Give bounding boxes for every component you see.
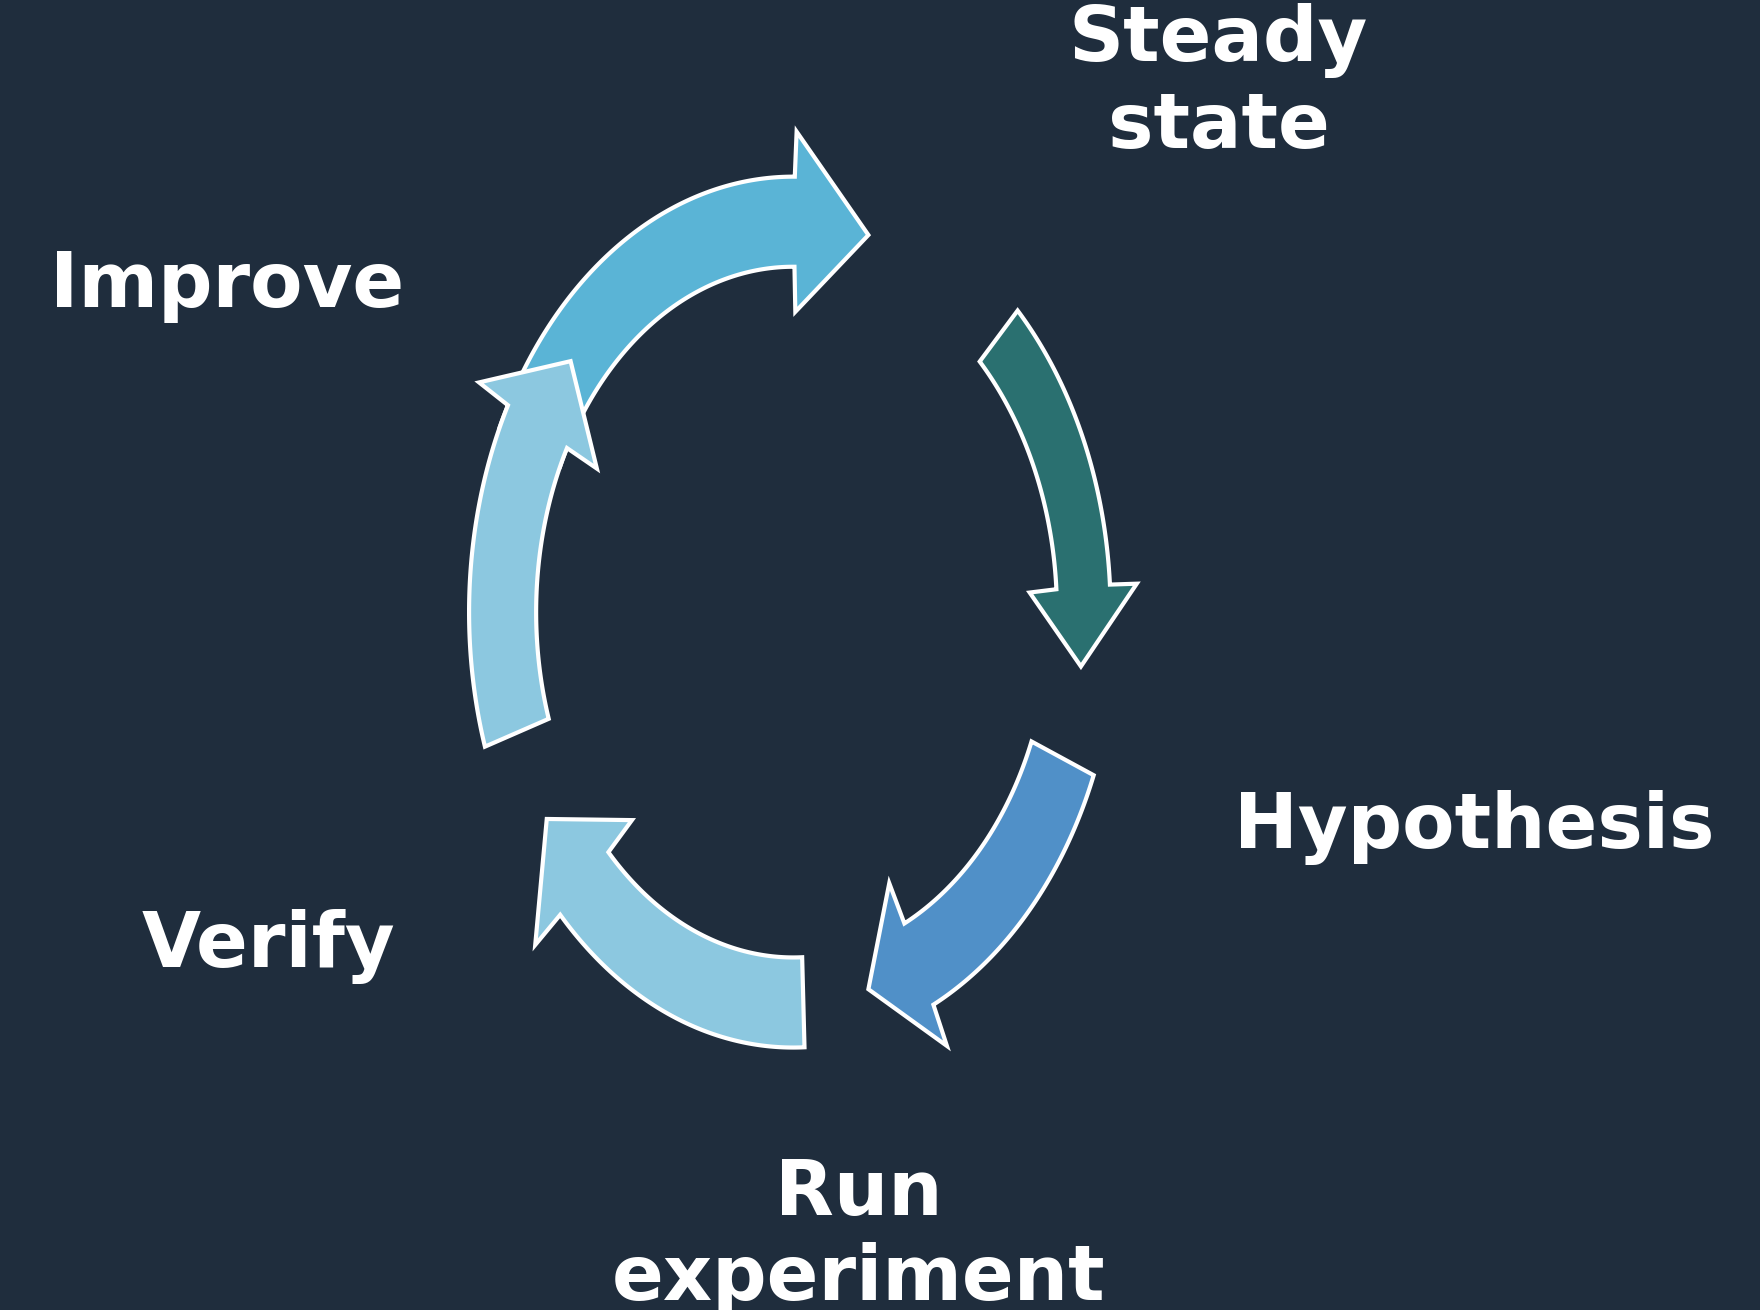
Polygon shape: [868, 741, 1093, 1045]
Polygon shape: [470, 362, 597, 747]
Polygon shape: [535, 819, 804, 1048]
Polygon shape: [980, 310, 1137, 667]
Polygon shape: [500, 131, 868, 466]
Text: Verify: Verify: [141, 909, 394, 984]
Text: Run
experiment: Run experiment: [612, 1157, 1105, 1310]
Text: Steady
state: Steady state: [1068, 3, 1368, 164]
Text: Hypothesis: Hypothesis: [1234, 790, 1714, 866]
Text: Improve: Improve: [51, 249, 405, 322]
